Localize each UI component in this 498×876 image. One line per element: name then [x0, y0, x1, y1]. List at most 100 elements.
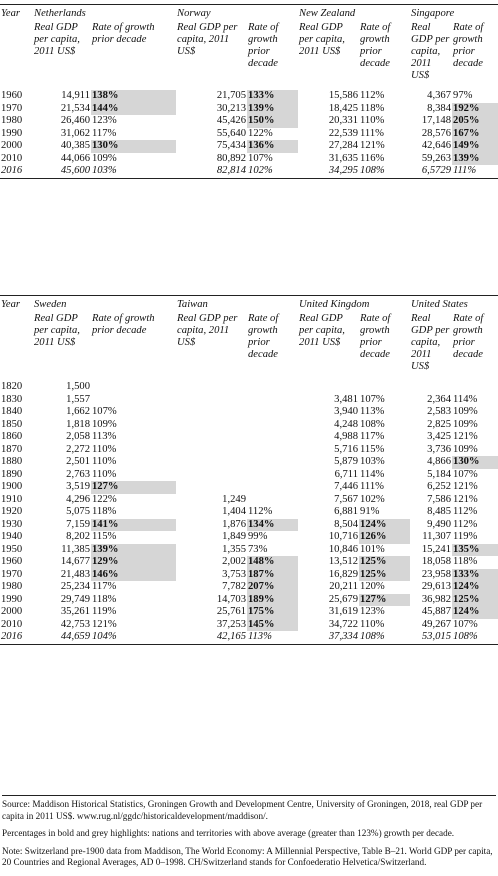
gdp-cell [410, 381, 452, 394]
table-row: 1920 5,075 118% 1,404 112% 6,881 91% 8,485 112% [0, 506, 498, 519]
gdp-cell: 6,711 [334, 468, 359, 480]
growth-cell: 116% [360, 152, 385, 164]
gdp-cell [176, 456, 247, 469]
gdp-cell: 17,148 [421, 115, 452, 126]
growth-column-header: Rate of growth prior decade [248, 22, 279, 69]
growth-cell: 123% [92, 115, 117, 126]
gdp-cell: 7,782 [222, 581, 246, 592]
gdp-cell: 4,296 [66, 493, 90, 505]
gdp-cell: 22,539 [328, 127, 359, 139]
year-cell: 1960 [1, 556, 23, 567]
growth-column-header: Rate of growth prior decade [92, 22, 155, 45]
year-cell: 1820 [1, 381, 23, 392]
growth-cell: 133% [247, 90, 299, 103]
gdp-cell: 7,159 [66, 518, 90, 530]
gdp-cell: 45,887 [421, 606, 452, 617]
year-header: Year [1, 8, 21, 19]
gdp-cell [176, 444, 247, 457]
gdp-cell: 4,248 [334, 418, 359, 430]
year-cell: 1980 [1, 581, 23, 592]
gdp-cell: 15,241 [421, 543, 452, 555]
gdp-cell: 14,703 [216, 593, 246, 605]
growth-cell: 110% [92, 468, 117, 480]
table-row: 1960 14,911 138% 21,705 133% 15,586 112% 4,367 9… [0, 90, 498, 103]
source-note: Source: Maddison Historical Statistics, … [2, 795, 496, 822]
growth-cell: 121% [453, 431, 478, 442]
growth-cell [247, 406, 298, 419]
table-row: 1930 7,159 141% 1,876 134% 8,504 124% 9,490 112% [0, 518, 498, 531]
growth-cell [247, 494, 298, 507]
country-header: Singapore [411, 8, 455, 19]
table-row: 2000 35,261 119% 25,761 175% 31,619 123% 45,887… [0, 606, 498, 619]
growth-cell: 107% [453, 618, 478, 630]
gdp-cell: 6,252 [427, 481, 452, 492]
gdp-cell: 16,829 [328, 568, 359, 580]
gdp-cell: 4,866 [427, 456, 452, 467]
switzerland-note: Note: Switzerland pre-1900 data from Mad… [2, 845, 493, 868]
gdp-cell: 40,385 [60, 140, 90, 151]
gdp-cell: 1,849 [222, 531, 246, 542]
growth-cell: 107% [360, 393, 385, 405]
growth-cell: 121% [453, 493, 478, 505]
gdp-cell: 11,307 [422, 531, 452, 542]
growth-cell: 141% [91, 518, 176, 531]
spacer-cell [0, 373, 498, 381]
gdp-cell: 37,334 [328, 631, 359, 642]
gdp-cell: 21,483 [60, 568, 90, 580]
gdp-cell: 1,355 [222, 543, 246, 555]
growth-cell [247, 456, 298, 469]
growth-cell: 102% [248, 165, 273, 176]
gdp-cell: 45,426 [216, 115, 247, 126]
table-row: 1860 2,058 113% 4,988 117% 3,425 121% [0, 431, 498, 444]
table-notes: Source: Maddison Historical Statistics, … [2, 795, 496, 875]
table-row: 2000 40,385 130% 75,434 136% 27,284 121% 42,646… [0, 140, 498, 153]
table-row: 1910 4,296 122% 1,249 7,567 102% 7,586 121% [0, 494, 498, 507]
growth-cell [359, 381, 410, 394]
year-cell: 1980 [1, 115, 23, 126]
gdp-cell: 15,586 [328, 90, 359, 101]
gdp-cell: 14,677 [60, 556, 90, 567]
growth-cell: 127% [359, 593, 411, 606]
gdp-cell: 14,911 [61, 90, 90, 101]
country-header: Norway [177, 8, 211, 19]
gdp-cell: 37,253 [216, 618, 246, 630]
growth-cell: 134% [247, 518, 299, 531]
growth-cell: 122% [248, 127, 273, 139]
growth-cell: 117% [92, 581, 117, 592]
growth-cell: 119% [92, 606, 117, 617]
year-cell: 1920 [1, 506, 23, 517]
growth-cell: 102% [360, 493, 385, 505]
year-cell: 2010 [1, 618, 23, 630]
gdp-cell: 45,600 [60, 165, 90, 176]
growth-cell [247, 394, 298, 407]
gdp-cell: 20,331 [328, 115, 359, 126]
gdp-column-header: Real GDP per capita, 2011 US$ [34, 313, 80, 348]
growth-cell: 125% [359, 568, 411, 581]
gdp-cell: 2,825 [427, 418, 452, 430]
gdp-cell [176, 481, 247, 494]
gdp-cell: 3,753 [222, 568, 246, 580]
gdp-cell: 29,613 [421, 581, 452, 592]
growth-column-header: Rate of growth prior decade [248, 313, 279, 360]
gdp-cell: 29,749 [60, 593, 90, 605]
year-cell: 2016 [1, 165, 23, 176]
growth-cell: 112% [453, 506, 478, 517]
gdp-cell: 1,249 [222, 493, 246, 505]
growth-cell: 117% [360, 431, 385, 442]
gdp-cell: 7,567 [334, 493, 359, 505]
gdp-column-header: Real GDP per capita, 2011 US$ [177, 22, 238, 57]
growth-cell: 146% [91, 568, 176, 581]
gdp-cell: 44,659 [60, 631, 90, 642]
growth-cell: 97% [453, 90, 473, 101]
gdp-cell: 3,940 [334, 406, 359, 417]
growth-cell [247, 381, 298, 394]
growth-cell: 112% [248, 506, 273, 517]
table-row: 2016 45,600 103% 82,814 102% 34,295 108% 6,5729… [0, 165, 498, 178]
gdp-cell: 23,958 [421, 568, 452, 580]
gdp-cell: 30,213 [216, 102, 247, 114]
table-row: 1970 21,534 144% 30,213 139% 18,425 118% 8,384 1… [0, 102, 498, 115]
year-cell: 1860 [1, 431, 23, 442]
gdp-cell: 5,184 [427, 468, 452, 480]
growth-cell: 110% [92, 443, 117, 455]
